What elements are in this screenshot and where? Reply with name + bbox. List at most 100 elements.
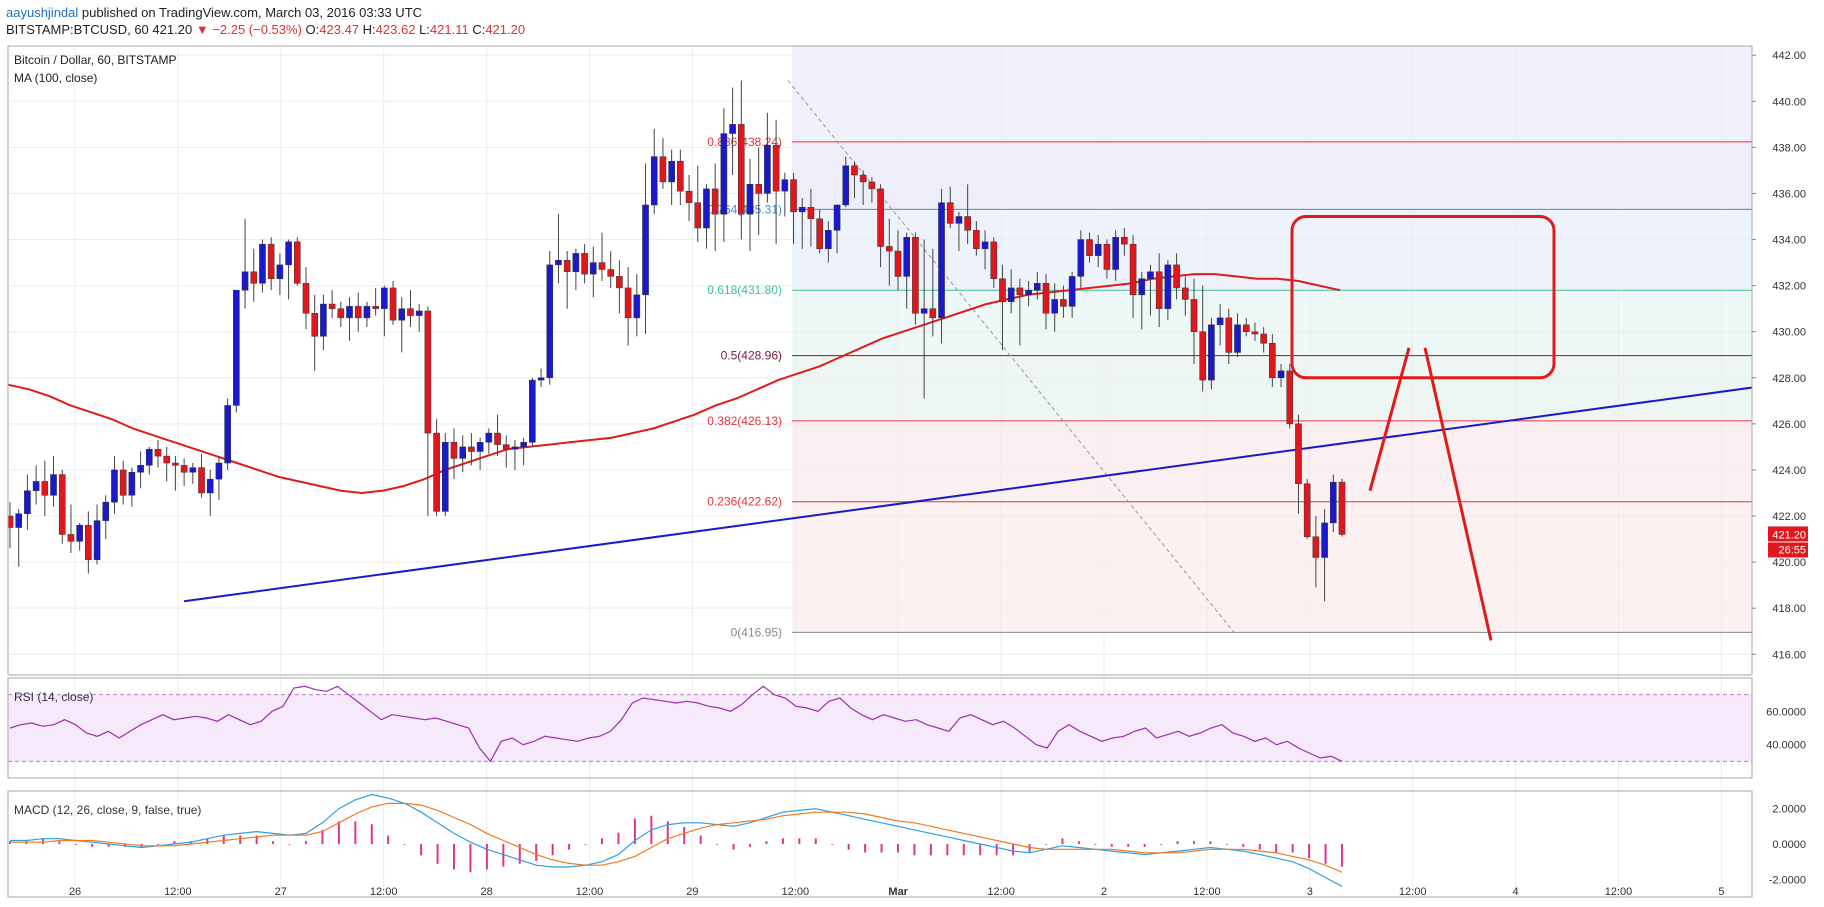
macd-histogram-bar: [436, 844, 439, 864]
rsi-tick-label: 60.0000: [1766, 706, 1806, 718]
price-tick-label: 440.00: [1772, 96, 1806, 108]
candle-body: [955, 216, 963, 224]
macd-histogram-bar: [206, 838, 209, 844]
candle-body: [1155, 271, 1163, 309]
fib-level-label: 0.886(438.24): [707, 135, 782, 149]
macd-histogram-bar: [749, 844, 751, 847]
macd-histogram-bar: [535, 844, 538, 861]
macd-histogram-bar: [551, 844, 554, 856]
macd-histogram-bar: [568, 844, 571, 850]
macd-histogram-bar: [831, 844, 834, 845]
macd-histogram-bar: [765, 841, 768, 844]
fib-level-label: 0(416.95): [731, 625, 782, 639]
candle-body: [311, 313, 319, 337]
macd-histogram-bar: [1160, 844, 1163, 845]
macd-histogram-bar: [58, 841, 61, 844]
candle-body: [1199, 331, 1207, 381]
candle-body: [842, 165, 850, 206]
pane-border: [7, 45, 1753, 676]
macd-histogram-bar: [1225, 844, 1228, 845]
price-tick-label: 418.00: [1772, 603, 1806, 615]
macd-histogram-bar: [1077, 841, 1080, 844]
time-tick-label: 3: [1307, 886, 1313, 898]
time-tick-label: 5: [1718, 886, 1724, 898]
macd-histogram-bar: [913, 844, 916, 856]
candle-body: [781, 179, 789, 192]
time-tick-label: 12:00: [987, 886, 1015, 898]
candle-body: [389, 287, 397, 321]
legend: Bitcoin / Dollar, 60, BITSTAMP MA (100, …: [14, 53, 201, 817]
candle-body: [859, 174, 867, 183]
candle-body: [1329, 481, 1337, 524]
trading-chart[interactable]: 0.886(438.24) 0.764(435.31) 0.618(431.80) 0…: [0, 40, 1824, 907]
candle-body: [1060, 299, 1067, 307]
macd-histogram-bar: [469, 844, 472, 873]
macd-histogram-bar: [337, 821, 340, 844]
macd-histogram-bar: [420, 844, 423, 856]
macd-histogram-bar: [864, 844, 867, 853]
candle-body: [58, 474, 66, 535]
publish-line: aayushjindal published on TradingView.co…: [6, 5, 422, 20]
projection-down-stroke: [1423, 347, 1493, 641]
macd-tick-label: 0.0000: [1772, 839, 1806, 851]
macd-histogram-bar: [370, 824, 373, 844]
candle-body: [616, 276, 623, 289]
candle-body: [894, 250, 902, 277]
candle-body: [973, 230, 980, 250]
candle-body: [1242, 324, 1250, 332]
candle-body: [1260, 333, 1267, 344]
price-tick-label: 438.00: [1772, 142, 1806, 154]
macd-histogram-bar: [74, 844, 77, 845]
macd-histogram-bar: [962, 844, 965, 856]
time-tick-label: 12:00: [164, 886, 192, 898]
pane-border: [7, 790, 1753, 898]
author-link[interactable]: aayushjindal: [6, 5, 79, 20]
macd-histogram-bar: [1258, 844, 1261, 850]
candle-body: [41, 481, 49, 496]
candle-body: [798, 207, 806, 213]
candle-body: [1173, 264, 1180, 289]
candle-body: [1086, 239, 1093, 256]
candle-body: [633, 294, 641, 319]
rsi-legend: RSI (14, close): [14, 690, 93, 704]
candle-body: [1103, 243, 1111, 270]
macd-histogram-bar: [1143, 844, 1146, 847]
candle-body: [198, 467, 205, 494]
macd-histogram-bar: [485, 844, 488, 870]
candle-body: [320, 303, 327, 337]
projection-up-stroke: [1368, 347, 1411, 492]
fib-level-label: 0.618(431.80): [707, 283, 782, 297]
macd-signal-line: [10, 802, 1343, 873]
macd-histogram-bar: [1291, 844, 1294, 853]
candle-body: [424, 310, 432, 434]
macd-histogram-bar: [1110, 844, 1113, 847]
candle-body: [581, 253, 588, 275]
close-value: 421.20: [485, 22, 526, 37]
macd-histogram-bar: [946, 844, 949, 856]
price-tick-label: 426.00: [1772, 419, 1806, 431]
candle-body: [720, 133, 728, 215]
candle-body: [685, 190, 693, 203]
macd-histogram-bar: [41, 838, 44, 844]
candle-body: [1068, 276, 1076, 307]
candle-body: [189, 467, 197, 473]
last-price-badge-label: 421.20: [1772, 529, 1806, 541]
candle-body: [598, 262, 606, 270]
fibonacci-diagonal: [787, 80, 1235, 633]
candle-body: [520, 442, 527, 448]
candle-body: [1251, 331, 1259, 335]
macd-histogram-bar: [354, 821, 357, 844]
candle-body: [1042, 283, 1050, 314]
macd-histogram-bar: [1127, 844, 1130, 847]
macd-histogram-bar: [272, 841, 275, 844]
candle-body: [50, 474, 57, 496]
time-tick-label: 12:00: [1605, 886, 1633, 898]
candle-body: [1007, 287, 1015, 302]
time-tick-label: 12:00: [1399, 886, 1427, 898]
candle-body: [293, 241, 301, 284]
low-value: 421.11: [429, 22, 469, 37]
macd-histogram-bar: [1176, 841, 1179, 844]
candle-body: [1295, 423, 1302, 485]
last-price: 421.20: [152, 22, 193, 37]
candle-body: [833, 204, 841, 231]
